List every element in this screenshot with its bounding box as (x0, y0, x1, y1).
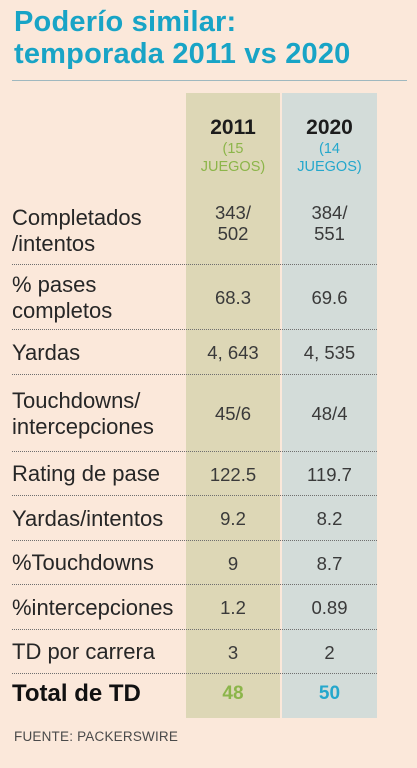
value-cell-2011: 9 (186, 553, 280, 574)
title-line-1: Poderío similar: (14, 6, 237, 38)
row-divider (12, 374, 377, 375)
row-divider (12, 673, 377, 674)
row-label-line: %Touchdowns (12, 550, 154, 575)
total-td-2011: 48 (222, 683, 244, 704)
column-games-2011-line-1: (15 (222, 141, 244, 157)
value-text: 8.2 (316, 508, 343, 529)
row-divider (12, 451, 377, 452)
column-2011-background (186, 93, 280, 718)
value-cell-2020: 2 (282, 642, 377, 663)
value-text: 45/6 (214, 403, 251, 424)
row-label-line: intercepciones (12, 413, 154, 439)
title-divider (12, 80, 407, 81)
value-text: 119.7 (307, 463, 352, 485)
row-label: Yardas/intentos (12, 506, 188, 532)
value-text: 1.2 (220, 597, 246, 618)
row-label: % pases completos (12, 272, 188, 324)
value-cell-2011: 3 (186, 642, 280, 663)
value-text: 384/ (311, 202, 348, 223)
column-year-2020: 2020 (306, 116, 353, 139)
row-divider (12, 540, 377, 541)
row-label-line: Completados (12, 205, 142, 230)
infographic-title: Poderío similar: temporada 2011 vs 2020 (14, 6, 404, 70)
column-games-2020-line-1: (14 (319, 141, 340, 157)
row-label: Rating de pase (12, 461, 188, 487)
column-header-2020: 2020 (14 JUEGOS) (282, 116, 377, 176)
title-line-2: temporada 2011 vs 2020 (14, 38, 351, 70)
row-label: TD por carrera (12, 639, 188, 665)
value-cell-2020: 119.7 (282, 464, 377, 485)
value-cell-2020: 8.2 (282, 508, 377, 529)
row-divider (12, 264, 377, 265)
row-label: Yardas (12, 340, 188, 366)
row-label-line: Yardas (12, 339, 81, 365)
row-divider (12, 584, 377, 585)
row-label: Completados/intentos (12, 205, 188, 257)
value-text: 0.89 (311, 597, 348, 618)
row-label: Touchdowns/intercepciones (12, 388, 188, 440)
value-cell-2011: 343/502 (186, 202, 280, 244)
value-cell-2011: 122.5 (186, 464, 280, 485)
value-cell-2011: 1.2 (186, 597, 280, 618)
row-label-line: /intentos (12, 231, 96, 256)
row-divider (12, 629, 377, 630)
value-text: 502 (217, 223, 249, 244)
value-cell-2020: 4, 535 (282, 342, 377, 363)
row-label-line: completos (12, 297, 113, 323)
value-text: 4, 535 (303, 342, 356, 363)
value-text: 3 (227, 641, 239, 663)
column-games-2020-line-2: JUEGOS) (297, 159, 362, 175)
row-divider (12, 495, 377, 496)
value-cell-2011: 45/6 (186, 403, 280, 424)
value-text: 551 (314, 223, 345, 244)
value-text: 69.6 (311, 287, 348, 308)
value-cell-2020: 384/551 (282, 202, 377, 244)
value-cell-2020: 48/4 (282, 403, 377, 424)
row-label-line: TD por carrera (12, 639, 156, 664)
value-text: 343/ (214, 202, 251, 223)
column-header-2011: 2011 (15 JUEGOS) (186, 116, 280, 176)
value-cell-2020: 0.89 (282, 597, 377, 618)
value-cell-2011: 4, 643 (186, 342, 280, 363)
row-label: %intercepciones (12, 595, 188, 621)
value-cell-2011: 9.2 (186, 508, 280, 529)
value-text: 8.7 (316, 552, 343, 574)
row-label-line: Rating de pase (12, 461, 160, 486)
column-2020-background (282, 93, 377, 718)
value-cell-2020: 8.7 (282, 553, 377, 574)
value-cell-2020: 69.6 (282, 287, 377, 308)
total-td-2020: 50 (318, 683, 341, 704)
column-year-2011: 2011 (210, 116, 256, 139)
value-text: 122.5 (209, 463, 257, 485)
row-label-line: Yardas/intentos (12, 505, 164, 531)
row-label-line: Touchdowns/ (12, 387, 141, 413)
value-text: 48/4 (311, 403, 348, 424)
row-label: %Touchdowns (12, 550, 188, 576)
total-td-label: Total de TD (12, 680, 141, 707)
row-label-line: % pases (12, 271, 97, 297)
column-games-2011-line-2: JUEGOS) (200, 159, 266, 175)
value-text: 9 (227, 552, 239, 574)
row-label-line: %intercepciones (12, 594, 174, 620)
value-text: 9.2 (220, 508, 246, 529)
value-text: 68.3 (214, 287, 251, 308)
value-cell-2011: 68.3 (186, 287, 280, 308)
row-divider (12, 329, 377, 330)
value-text: 4, 643 (207, 342, 259, 363)
source-credit: FUENTE: PACKERSWIRE (14, 729, 179, 744)
value-text: 2 (324, 641, 335, 663)
